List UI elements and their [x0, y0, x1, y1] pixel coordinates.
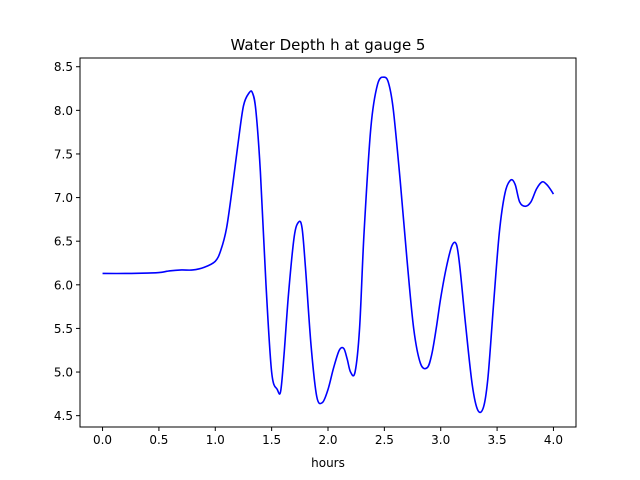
x-tick-label: 3.5 — [488, 433, 507, 447]
y-axis: 4.5 5.0 5.5 6.0 6.5 7.0 7.5 8.0 8.5 — [54, 60, 80, 423]
plot-frame — [79, 57, 577, 428]
x-tick-label: 1.5 — [262, 433, 281, 447]
x-axis-label: hours — [311, 456, 345, 470]
chart-title: Water Depth h at gauge 5 — [231, 36, 426, 54]
x-tick-label: 1.0 — [206, 433, 225, 447]
x-tick-label: 0.0 — [93, 433, 112, 447]
x-axis: 0.0 0.5 1.0 1.5 2.0 2.5 3.0 3.5 4.0 — [93, 427, 563, 447]
y-tick-label: 6.5 — [54, 235, 73, 249]
x-tick-label: 4.0 — [544, 433, 563, 447]
x-tick-label: 2.5 — [375, 433, 394, 447]
y-tick-label: 7.0 — [54, 191, 73, 205]
y-tick-label: 5.0 — [54, 366, 73, 380]
x-tick-label: 3.0 — [431, 433, 450, 447]
y-tick-label: 6.0 — [54, 278, 73, 292]
x-tick-label: 0.5 — [149, 433, 168, 447]
y-tick-label: 5.5 — [54, 322, 73, 336]
y-tick-label: 7.5 — [54, 147, 73, 161]
series-line — [102, 76, 555, 414]
x-tick-label: 2.0 — [318, 433, 337, 447]
y-tick-label: 4.5 — [54, 409, 73, 423]
y-tick-label: 8.0 — [54, 104, 73, 118]
y-tick-label: 8.5 — [54, 60, 73, 74]
